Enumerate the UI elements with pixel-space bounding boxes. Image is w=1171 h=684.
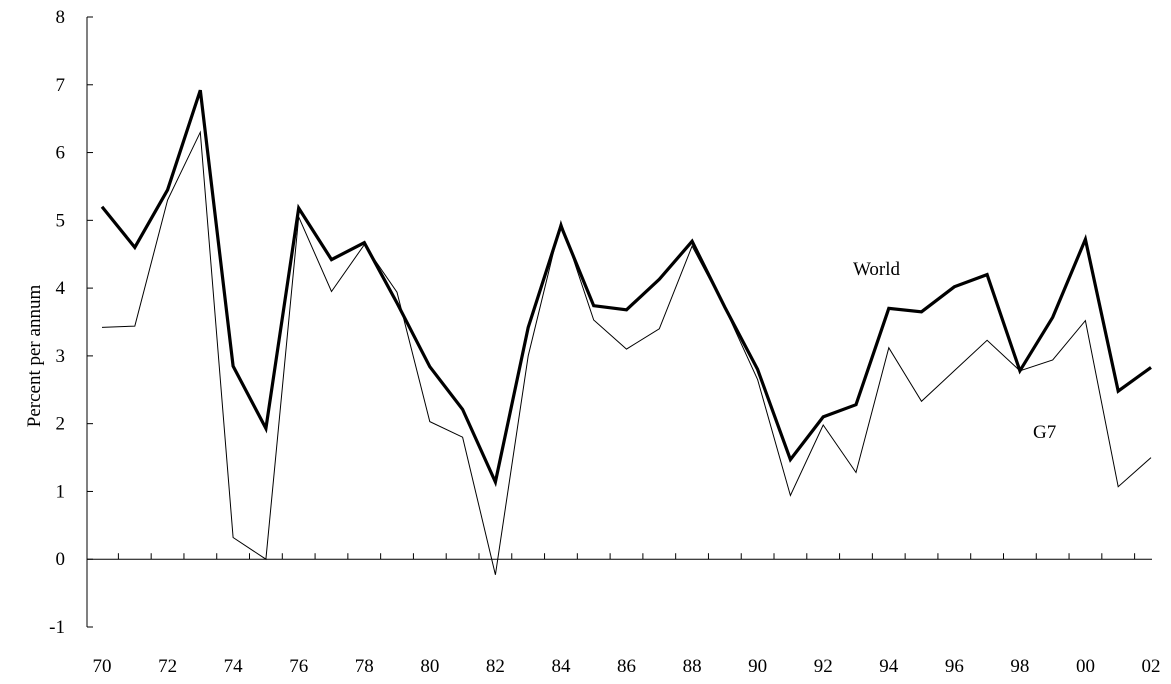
series-label-world: World [853,259,901,280]
y-tick-label: -1 [49,617,65,638]
series-line-g7 [101,130,1152,575]
x-tick-label: 82 [486,656,505,677]
series-line-world [100,89,1152,488]
x-tick-label: 86 [617,656,636,677]
x-tick-label: 94 [879,656,899,677]
y-tick-label: 1 [56,481,66,502]
x-tick-label: 84 [551,656,571,677]
x-tick-label: 88 [683,656,702,677]
y-tick-label: 7 [56,75,66,96]
x-tick-label: 00 [1076,656,1095,677]
x-tick-label: 02 [1142,656,1161,677]
y-axis-label: Percent per annum [24,285,45,428]
y-tick-label: 3 [56,346,66,367]
x-tick-label: 98 [1010,656,1029,677]
x-tick-label: 72 [158,656,177,677]
y-tick-label: 5 [56,210,66,231]
x-tick-label: 80 [420,656,439,677]
x-tick-label: 78 [355,656,374,677]
x-tick-label: 70 [93,656,112,677]
x-tick-label: 76 [289,656,308,677]
y-tick-label: 8 [56,7,66,28]
y-tick-label: 4 [56,278,66,299]
x-tick-label: 74 [224,656,244,677]
y-tick-label: 0 [56,549,66,570]
x-tick-label: 90 [748,656,767,677]
series-layer [100,89,1152,575]
y-tick-label: 6 [56,143,66,164]
y-tick-label: 2 [56,414,66,435]
series-label-g7: G7 [1033,422,1056,443]
x-tick-label: 96 [945,656,964,677]
x-tick-label: 92 [814,656,833,677]
